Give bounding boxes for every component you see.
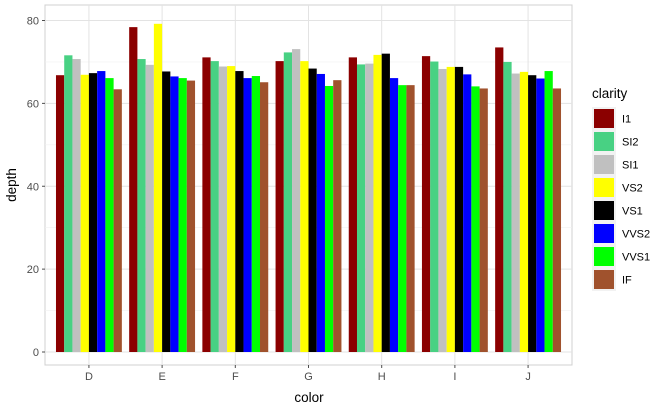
legend-label-VS2: VS2 (622, 183, 643, 195)
bar-H-VS1 (381, 53, 390, 353)
bar-H-VS2 (373, 54, 382, 352)
y-axis-title: depth (4, 168, 19, 202)
bar-I-SI2 (430, 61, 439, 352)
legend-key-IF (594, 270, 614, 289)
bar-F-VVS1 (251, 76, 261, 353)
y-tick-label: 20 (27, 264, 39, 276)
legend-key-VS2 (594, 178, 614, 197)
legend-label-SI1: SI1 (622, 160, 639, 172)
bar-F-IF (260, 82, 269, 352)
x-axis-title: color (294, 390, 324, 405)
bar-H-VVS1 (398, 85, 407, 352)
bar-G-SI1 (292, 49, 301, 353)
legend-label-VVS2: VVS2 (622, 229, 650, 241)
bar-I-VVS1 (471, 86, 480, 353)
bar-E-SI2 (137, 59, 146, 353)
bar-F-SI2 (210, 61, 219, 352)
legend-label-VVS1: VVS1 (622, 252, 650, 264)
legend-key-SI1 (594, 155, 614, 174)
bar-D-VVS2 (97, 71, 106, 353)
x-tick-label: D (85, 371, 93, 383)
bar-I-VS1 (454, 66, 464, 352)
bar-G-VVS1 (324, 85, 334, 352)
bar-F-VS1 (235, 71, 244, 353)
x-tick-label: I (453, 371, 456, 383)
y-axis-ticks: 0 20 40 60 80 (27, 16, 45, 359)
legend-label-VS1: VS1 (622, 206, 643, 218)
x-tick-label: G (304, 371, 313, 383)
y-tick-label: 0 (33, 347, 39, 359)
bar-I-SI1 (438, 68, 447, 352)
bar-J-VVS2 (536, 78, 545, 352)
bar-I-VS2 (446, 66, 455, 352)
x-tick-label: J (525, 371, 531, 383)
bar-J-SI1 (511, 73, 520, 352)
bars (55, 23, 562, 353)
bar-F-SI1 (218, 66, 228, 352)
bar-J-IF (552, 88, 562, 353)
legend-label-I1: I1 (622, 114, 631, 126)
bar-G-VS2 (300, 61, 309, 352)
bar-G-SI2 (283, 52, 293, 353)
x-tick-label: H (378, 371, 386, 383)
legend-label-SI2: SI2 (622, 137, 639, 149)
x-axis-ticks: D E F G H I J (85, 365, 531, 383)
bar-D-VVS1 (105, 78, 114, 353)
bar-D-VS1 (88, 73, 98, 353)
bar-G-VS1 (308, 68, 317, 352)
bar-F-VVS2 (243, 78, 252, 353)
bar-H-VVS2 (389, 78, 399, 353)
bar-J-SI2 (503, 61, 512, 352)
legend-key-VVS1 (594, 247, 614, 266)
x-tick-label: E (158, 371, 165, 383)
bar-E-VS1 (162, 71, 171, 352)
bar-I-I1 (421, 56, 431, 352)
y-tick-label: 80 (27, 16, 39, 28)
bar-D-I1 (55, 75, 65, 352)
y-tick-label: 40 (27, 181, 39, 193)
bar-E-VS2 (153, 23, 163, 352)
bar-E-SI1 (145, 64, 154, 352)
bar-F-I1 (202, 57, 211, 353)
bar-E-VVS1 (178, 78, 187, 353)
bar-J-VVS1 (544, 71, 553, 353)
y-tick-label: 60 (27, 98, 39, 110)
legend-title: clarity (592, 86, 628, 101)
bar-J-VS2 (519, 71, 529, 352)
bar-J-I1 (495, 47, 504, 352)
x-tick-label: F (232, 371, 239, 383)
bar-H-SI2 (356, 64, 366, 352)
bar-I-IF (479, 88, 488, 353)
bar-G-VVS2 (316, 73, 325, 352)
bar-F-VS2 (227, 66, 236, 353)
bar-G-IF (333, 80, 342, 353)
bar-D-SI1 (72, 59, 81, 353)
bar-J-VS1 (528, 75, 537, 352)
legend: clarity I1 SI2 SI1 VS2 VS1 VVS2 VVS1 IF (592, 86, 650, 291)
legend-key-I1 (594, 109, 614, 128)
bar-E-IF (186, 80, 196, 352)
bar-H-I1 (348, 57, 357, 353)
bar-D-IF (113, 89, 122, 352)
bar-D-VS2 (80, 74, 89, 352)
legend-key-SI2 (594, 132, 614, 151)
bar-H-SI1 (365, 63, 374, 352)
bar-H-IF (406, 85, 415, 352)
legend-key-VVS2 (594, 224, 614, 243)
bar-I-VVS2 (463, 74, 472, 353)
legend-key-VS1 (594, 201, 614, 220)
bar-G-I1 (275, 61, 284, 352)
bar-E-VVS2 (170, 76, 179, 353)
bar-E-I1 (129, 27, 138, 352)
bar-D-SI2 (64, 55, 73, 353)
legend-label-IF: IF (622, 275, 632, 287)
